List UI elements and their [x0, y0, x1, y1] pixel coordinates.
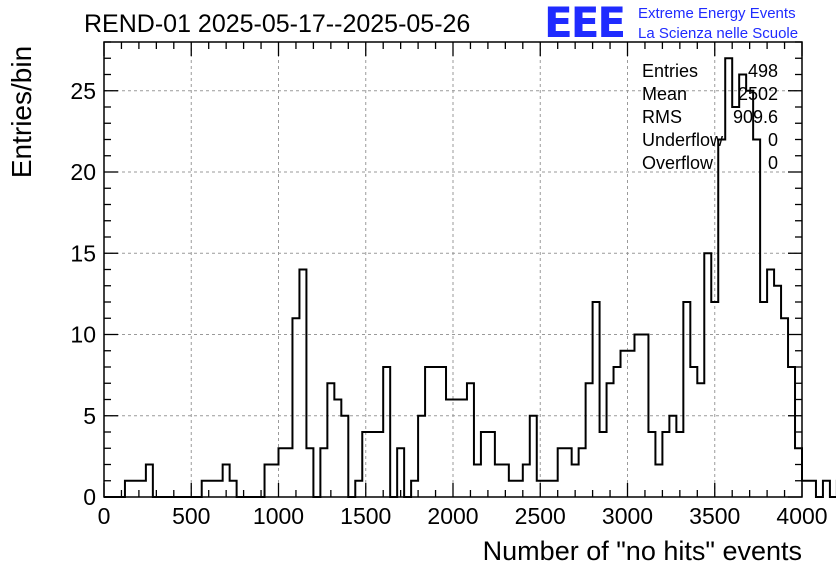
- stats-label: Mean: [642, 84, 688, 104]
- stats-label: Overflow: [642, 153, 714, 173]
- chart-title: REND-01 2025-05-17--2025-05-26: [84, 10, 471, 38]
- stats-box: Entries 498 Mean 2502 RMS 909.6 Underflow 0 …: [642, 60, 778, 175]
- stats-value: 0: [767, 130, 778, 150]
- y-tick-label: 10: [70, 322, 96, 348]
- stats-row-entries: Entries 498: [642, 60, 778, 83]
- y-tick-label: 25: [70, 78, 96, 104]
- stats-label: Underflow: [642, 130, 724, 150]
- logo-caption-line-1: Extreme Energy Events: [638, 5, 796, 22]
- eee-logo: EEE: [544, 0, 626, 47]
- stats-value: 498: [747, 61, 778, 81]
- x-tick-label: 2500: [515, 503, 566, 529]
- x-tick-label: 2000: [427, 503, 478, 529]
- stats-value: 0: [767, 153, 778, 173]
- x-tick-label: 4000: [776, 503, 827, 529]
- histogram-line: [104, 57, 836, 498]
- axis-ticks: [103, 41, 803, 498]
- stats-value: 909.6: [732, 107, 778, 127]
- x-tick-label: 1000: [253, 503, 304, 529]
- stats-value: 2502: [737, 84, 778, 104]
- stats-row-overflow: Overflow 0: [642, 152, 778, 175]
- y-tick-label: 0: [83, 484, 96, 510]
- stats-row-mean: Mean 2502: [642, 83, 778, 106]
- stats-label: Entries: [642, 61, 699, 81]
- y-tick-label: 15: [70, 240, 96, 266]
- stats-row-rms: RMS 909.6: [642, 106, 778, 129]
- grid-lines: [104, 42, 802, 497]
- x-axis-label: Number of "no hits" events: [482, 536, 802, 566]
- y-tick-label: 20: [70, 159, 96, 185]
- x-tick-label: 0: [98, 503, 111, 529]
- histogram-series: [104, 57, 836, 498]
- logo-caption: Extreme Energy Events La Scienza nelle S…: [638, 4, 798, 44]
- y-tick-label: 5: [83, 403, 96, 429]
- logo-caption-line-2: La Scienza nelle Scuole: [638, 25, 799, 42]
- x-tick-label: 500: [172, 503, 210, 529]
- y-axis-label: Entries/bin: [6, 45, 37, 179]
- tick-labels: 0 500 1000 1500 2000 2500 3000 3500 400005101520…: [70, 78, 827, 529]
- stats-label: RMS: [642, 107, 682, 127]
- x-tick-label: 3000: [602, 503, 653, 529]
- x-tick-label: 3500: [689, 503, 740, 529]
- stats-row-underflow: Underflow 0: [642, 129, 778, 152]
- x-tick-label: 1500: [340, 503, 391, 529]
